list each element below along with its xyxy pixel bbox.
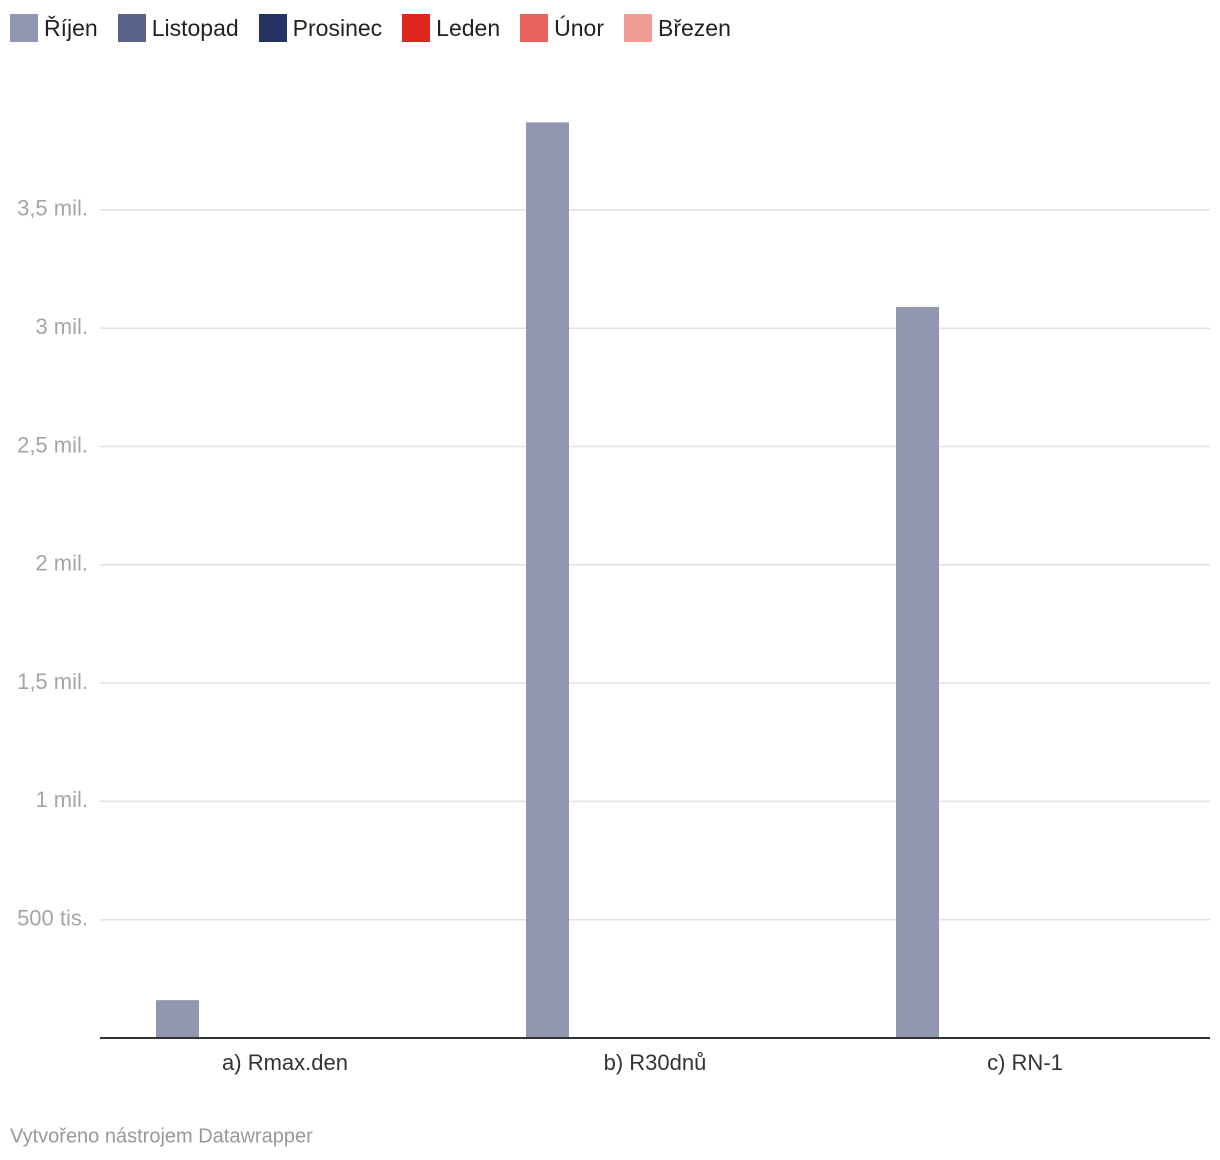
- legend-swatch: [258, 14, 287, 42]
- legend-label: Únor: [554, 14, 604, 41]
- legend-item: Březen: [623, 14, 731, 42]
- bar: [896, 306, 939, 1038]
- legend-label: Leden: [436, 14, 501, 41]
- legend-swatch: [623, 14, 652, 42]
- bar: [526, 122, 569, 1038]
- legend: Říjen Listopad Prosinec Leden Únor Březen: [10, 14, 731, 42]
- legend-item: Říjen: [10, 14, 98, 42]
- legend-item: Únor: [520, 14, 604, 42]
- y-tick-label: 500 tis.: [17, 906, 88, 931]
- legend-swatch: [117, 14, 146, 42]
- y-tick-label: 3,5 mil.: [17, 196, 88, 221]
- bar: [156, 1000, 199, 1038]
- legend-swatch: [402, 14, 431, 42]
- legend-item: Leden: [402, 14, 500, 42]
- legend-label: Březen: [657, 14, 731, 41]
- legend-item: Listopad: [117, 14, 239, 42]
- y-tick-label: 3 mil.: [35, 314, 88, 339]
- x-tick-label: c) RN-1: [987, 1050, 1063, 1075]
- y-tick-label: 2 mil.: [35, 551, 88, 576]
- legend-label: Listopad: [151, 14, 239, 41]
- legend-swatch: [520, 14, 549, 42]
- x-tick-label: b) R30dnů: [604, 1050, 707, 1075]
- legend-swatch: [10, 14, 38, 42]
- y-tick-label: 1 mil.: [35, 787, 88, 812]
- legend-label: Říjen: [44, 14, 98, 41]
- legend-label: Prosinec: [292, 14, 383, 41]
- y-tick-label: 2,5 mil.: [17, 432, 88, 457]
- x-tick-label: a) Rmax.den: [222, 1050, 348, 1075]
- y-tick-label: 1,5 mil.: [17, 669, 88, 694]
- legend-item: Prosinec: [258, 14, 383, 42]
- credit: Vytvořeno nástrojem Datawrapper: [10, 1125, 313, 1147]
